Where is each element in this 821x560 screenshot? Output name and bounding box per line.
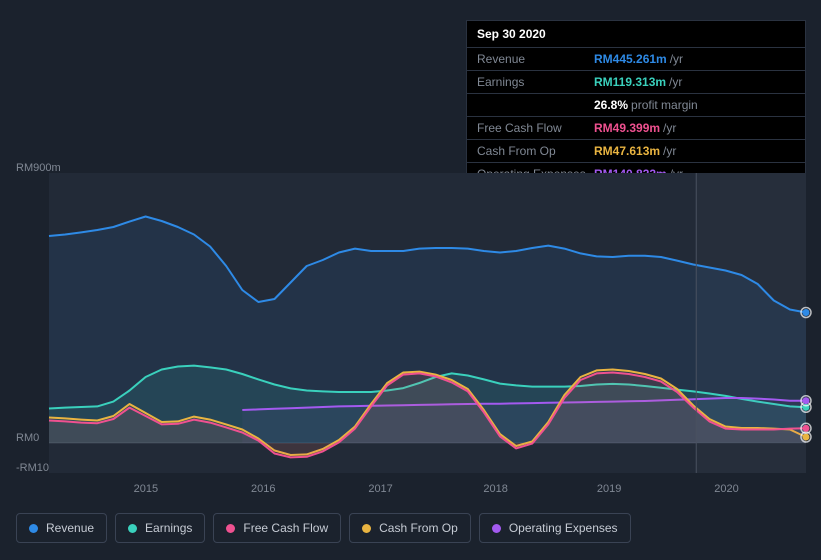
tooltip-label: Free Cash Flow (477, 121, 594, 135)
tooltip-label: Earnings (477, 75, 594, 89)
tooltip-value: RM47.613m (594, 144, 660, 158)
legend-dot-icon (29, 524, 38, 533)
legend-dot-icon (128, 524, 137, 533)
legend: Revenue Earnings Free Cash Flow Cash Fro… (16, 513, 631, 543)
x-axis-tick: 2016 (251, 483, 275, 495)
tooltip-label (477, 98, 594, 112)
tooltip-value: 26.8% (594, 98, 628, 112)
legend-item[interactable]: Free Cash Flow (213, 513, 341, 543)
legend-dot-icon (226, 524, 235, 533)
chart-plot[interactable] (16, 173, 806, 473)
legend-label: Cash From Op (379, 521, 458, 535)
x-axis-tick: 2017 (368, 483, 392, 495)
series-endpoint-icon (803, 397, 810, 404)
tooltip-value: RM49.399m (594, 121, 660, 135)
legend-item[interactable]: Earnings (115, 513, 205, 543)
tooltip-label: Cash From Op (477, 144, 594, 158)
series-endpoint-icon (803, 434, 810, 441)
series-endpoint-icon (803, 425, 810, 432)
tooltip-date: Sep 30 2020 (467, 21, 805, 48)
series-endpoint-icon (803, 309, 810, 316)
tooltip-row: Revenue RM445.261m /yr (467, 48, 805, 71)
tooltip-row: 26.8% profit margin (467, 94, 805, 117)
chart-tooltip: Sep 30 2020 Revenue RM445.261m /yrEarnin… (466, 20, 806, 186)
tooltip-row: Earnings RM119.313m /yr (467, 71, 805, 94)
legend-item[interactable]: Cash From Op (349, 513, 471, 543)
tooltip-suffix: /yr (670, 52, 683, 66)
legend-item[interactable]: Revenue (16, 513, 107, 543)
legend-dot-icon (492, 524, 501, 533)
legend-label: Revenue (46, 521, 94, 535)
tooltip-suffix: /yr (669, 75, 682, 89)
tooltip-suffix: profit margin (631, 98, 698, 112)
legend-label: Operating Expenses (509, 521, 618, 535)
tooltip-value: RM445.261m (594, 52, 667, 66)
legend-item[interactable]: Operating Expenses (479, 513, 631, 543)
tooltip-suffix: /yr (663, 144, 676, 158)
x-axis-tick: 2019 (597, 483, 621, 495)
legend-label: Free Cash Flow (243, 521, 328, 535)
tooltip-value: RM119.313m (594, 75, 666, 89)
x-axis-tick: 2018 (483, 483, 507, 495)
tooltip-suffix: /yr (663, 121, 676, 135)
tooltip-row: Cash From Op RM47.613m /yr (467, 140, 805, 163)
legend-label: Earnings (145, 521, 192, 535)
x-axis-tick: 2015 (134, 483, 158, 495)
x-axis-tick: 2020 (714, 483, 738, 495)
legend-dot-icon (362, 524, 371, 533)
tooltip-row: Free Cash Flow RM49.399m /yr (467, 117, 805, 140)
tooltip-label: Revenue (477, 52, 594, 66)
